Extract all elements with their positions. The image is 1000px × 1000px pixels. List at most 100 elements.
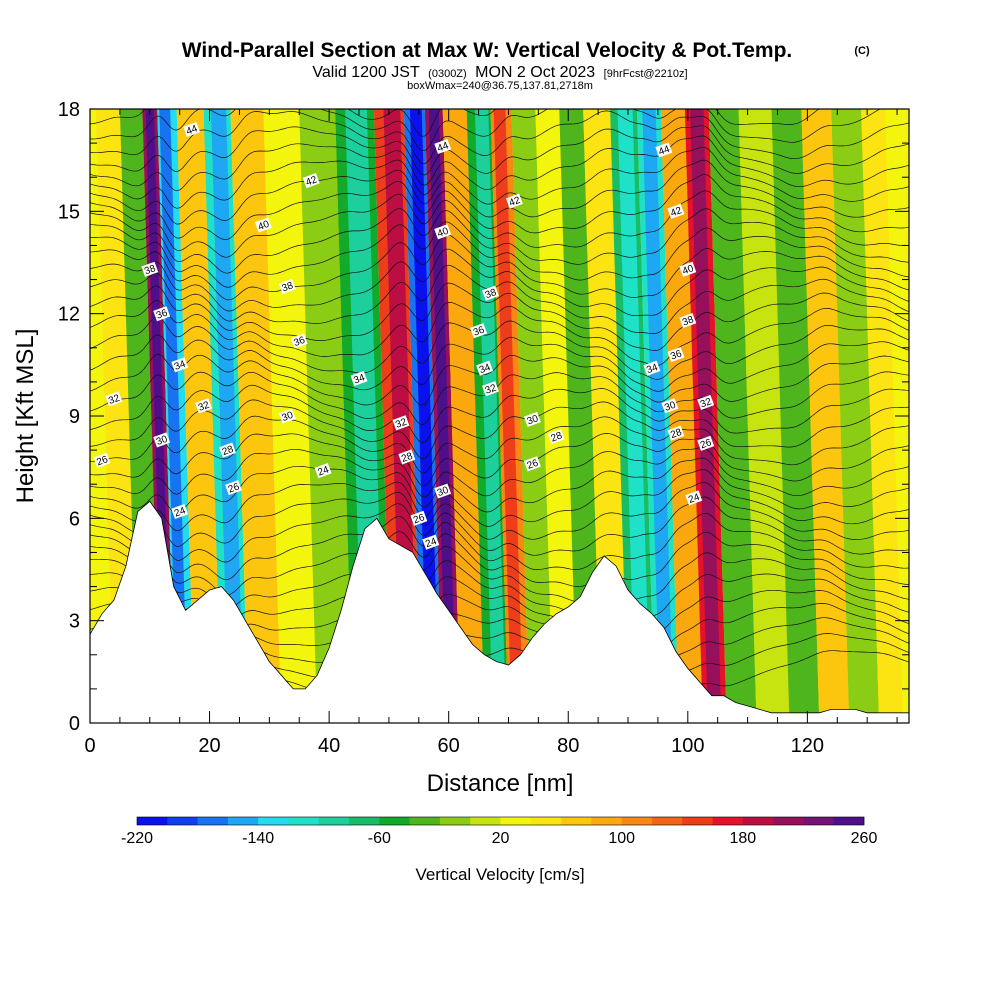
contour-label-bg — [183, 121, 201, 138]
valid-prefix: Valid 1200 JST — [312, 64, 420, 81]
contour-label: 36 — [470, 323, 488, 339]
contour-label-bg — [278, 408, 296, 424]
colorbar-swatch — [803, 817, 835, 825]
contour-label-text: 24 — [316, 464, 331, 478]
contour-label: 28 — [398, 449, 416, 465]
copyright-mark: (C) — [854, 45, 870, 57]
contour-label-text: 30 — [436, 485, 451, 499]
colorbar-ticks: -220 -140 -60 20 100 180 260 — [121, 830, 877, 847]
valid-date: MON 2 Oct 2023 — [475, 64, 595, 81]
contour-label-text: 38 — [281, 280, 296, 294]
contour-label: 42 — [302, 173, 320, 189]
theta-contour-line — [90, 384, 909, 443]
x-axis-label: Distance [nm] — [427, 770, 574, 797]
velocity-band — [861, 109, 904, 713]
contour-label: 30 — [153, 432, 171, 448]
contour-label-text: 44 — [436, 140, 451, 154]
contour-label-text: 28 — [550, 430, 565, 444]
contour-label-bg — [422, 534, 440, 550]
contour-label: 32 — [195, 398, 213, 414]
velocity-band — [535, 109, 578, 713]
contour-label-bg — [505, 193, 523, 209]
velocity-band-core — [159, 109, 189, 713]
velocity-band — [801, 109, 850, 713]
y-tick-label: 15 — [58, 201, 80, 223]
contour-label: 40 — [254, 217, 272, 233]
theta-contour-line — [90, 481, 909, 547]
contour-label-bg — [697, 435, 715, 451]
colorbar-tick-label: -140 — [242, 830, 274, 847]
colorbar-tick-label: 260 — [851, 830, 878, 847]
contour-label-text: 24 — [173, 505, 188, 519]
contour-label-bg — [105, 391, 123, 407]
contour-label-text: 34 — [478, 362, 493, 376]
y-tick-label: 9 — [69, 406, 80, 428]
contour-label-text: 30 — [155, 434, 170, 448]
contour-label-text: 26 — [699, 437, 714, 451]
theta-contour-line — [90, 282, 909, 351]
theta-contour-line — [90, 300, 909, 367]
colorbar-swatch — [621, 817, 653, 825]
x-tick-label: 0 — [84, 735, 95, 757]
x-tick-label: 40 — [318, 735, 340, 757]
contour-label: 34 — [476, 360, 494, 376]
theta-contour-line — [90, 110, 909, 165]
theta-contour-line — [90, 135, 909, 192]
contour-label-bg — [434, 138, 452, 155]
contour-label-bg — [278, 278, 296, 294]
contour-label-bg — [219, 442, 236, 458]
contour-label-bg — [523, 456, 541, 472]
contour-label-bg — [434, 224, 452, 240]
colorbar-swatch — [258, 817, 289, 825]
theta-contour-line — [90, 109, 909, 152]
contour-label: 42 — [667, 203, 685, 219]
contour-label-text: 44 — [185, 123, 200, 137]
contour-label-bg — [685, 490, 703, 506]
contour-label-text: 40 — [436, 226, 451, 240]
contour-label-bg — [434, 483, 452, 499]
contour-label-text: 42 — [304, 174, 319, 188]
contour-label-text: 28 — [669, 427, 684, 441]
contour-label-text: 30 — [663, 400, 678, 414]
contour-label: 28 — [667, 425, 685, 441]
colorbar-frame — [136, 816, 865, 826]
contour-label-bg — [655, 142, 673, 158]
contour-label-text: 34 — [173, 359, 188, 373]
contour-label-text: 42 — [508, 195, 523, 209]
contour-label: 30 — [434, 483, 452, 499]
contour-label: 24 — [314, 463, 332, 479]
colorbar-swatch — [137, 817, 168, 825]
contour-label-bg — [153, 432, 171, 448]
velocity-field — [90, 109, 909, 713]
contour-label: 34 — [171, 357, 189, 373]
colorbar-swatch — [288, 817, 320, 825]
theta-contour-line — [90, 457, 909, 514]
contour-label-text: 24 — [687, 492, 702, 506]
contour-label-bg — [350, 370, 368, 387]
valid-utc: (0300Z) — [428, 68, 467, 80]
y-axis-label: Height [Kft MSL] — [12, 329, 39, 504]
contour-label: 32 — [482, 381, 499, 397]
contour-label: 30 — [278, 408, 296, 424]
chart-title: Wind-Parallel Section at Max W: Vertical… — [182, 39, 793, 62]
contour-label-bg — [254, 217, 272, 233]
contour-label: 38 — [278, 278, 296, 294]
theta-contour-line — [90, 221, 909, 288]
velocity-band-core — [409, 109, 440, 713]
theta-contour-line — [90, 190, 909, 258]
contour-label: 32 — [105, 391, 123, 407]
theta-contour-line — [90, 433, 909, 487]
contour-label-text: 36 — [155, 307, 170, 321]
colorbar-tick-label: 20 — [492, 830, 510, 847]
contour-label: 44 — [434, 138, 452, 155]
contour-labels: 44 42 40 38 38 36 36 34 34 32 32 30 30 28 26 24 26 24 44 42… — [93, 121, 715, 550]
contour-label-text: 36 — [669, 348, 684, 362]
contour-label: 30 — [661, 398, 679, 414]
theta-contour-line — [90, 159, 909, 225]
colorbar — [136, 816, 865, 826]
theta-contour-line — [90, 496, 909, 563]
contour-label-text: 28 — [400, 451, 415, 465]
contour-label: 36 — [290, 333, 308, 349]
colorbar-swatch — [742, 817, 774, 825]
